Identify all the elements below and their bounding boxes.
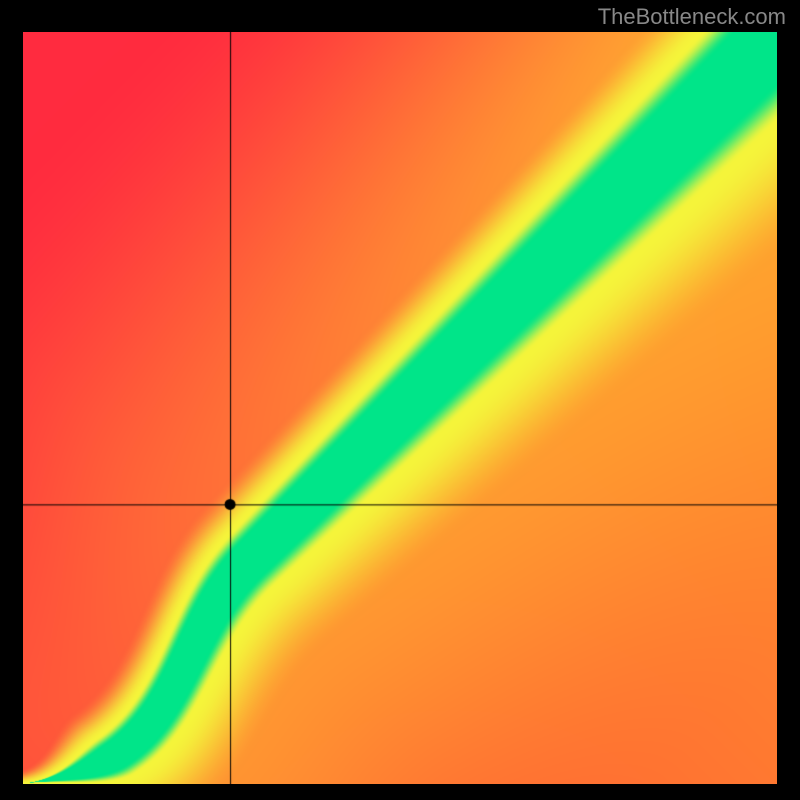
- bottleneck-heatmap: [23, 32, 777, 784]
- watermark-text: TheBottleneck.com: [598, 4, 786, 30]
